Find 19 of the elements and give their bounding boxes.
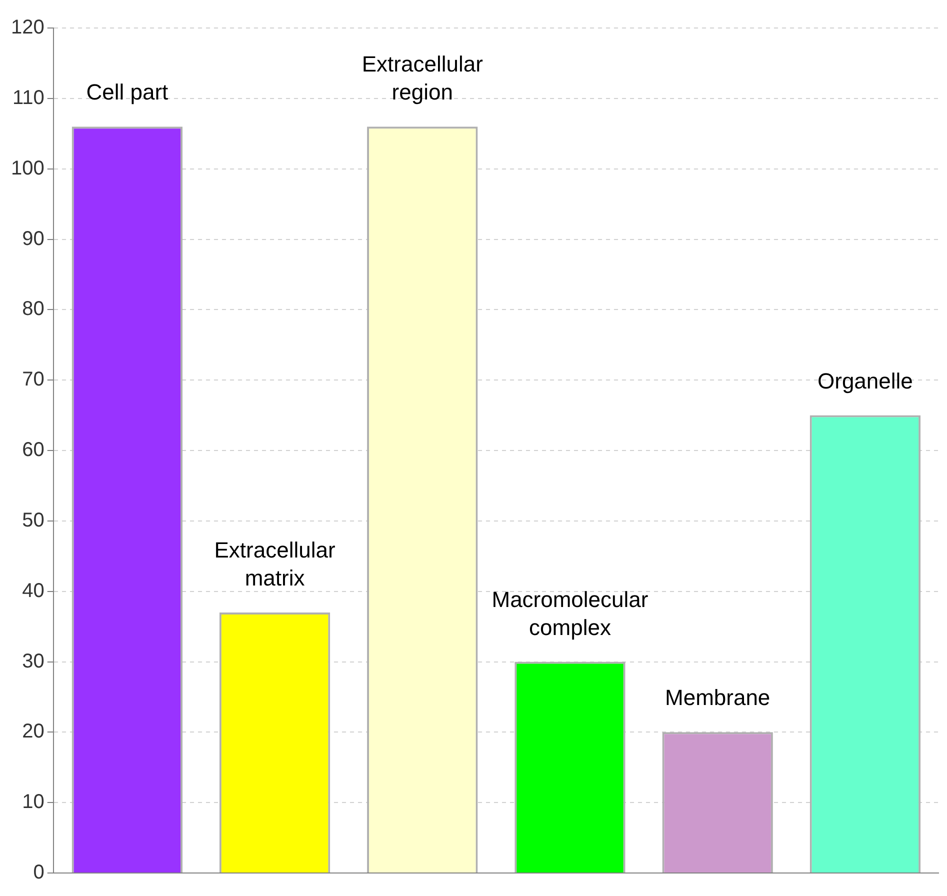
- y-tick-label: 110: [12, 86, 44, 109]
- y-tick-label: 10: [22, 791, 44, 814]
- y-tick-label: 50: [22, 509, 44, 532]
- x-tick-label: Cell part: [86, 80, 168, 105]
- y-tick-label: 60: [22, 439, 44, 462]
- y-tick-label: 20: [22, 720, 44, 743]
- y-tick-label: 30: [22, 650, 44, 672]
- y-tick-label: 40: [22, 580, 44, 602]
- y-tick-label: 90: [22, 228, 44, 250]
- x-tick-label: Macromolecular complex: [492, 586, 648, 640]
- y-tick-label: 100: [10, 157, 44, 180]
- y-tick-label: 0: [33, 862, 44, 884]
- x-tick-label: Membrane: [665, 685, 770, 710]
- x-tick-label: Organelle: [818, 368, 913, 394]
- y-tick-label: 120: [10, 16, 44, 39]
- x-tick-label: Extracellular region: [362, 52, 483, 105]
- y-tick-label: 70: [22, 368, 44, 391]
- y-tick-label: 80: [22, 298, 44, 320]
- x-tick-label: Extracellular matrix: [214, 538, 336, 591]
